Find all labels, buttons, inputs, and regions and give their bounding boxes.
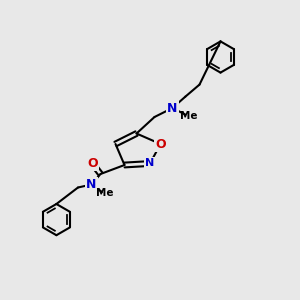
Text: N: N	[86, 178, 97, 191]
Text: O: O	[155, 137, 166, 151]
Text: Me: Me	[180, 111, 197, 121]
Text: N: N	[146, 158, 154, 169]
Text: O: O	[87, 157, 98, 170]
Text: Me: Me	[96, 188, 113, 199]
Text: N: N	[167, 101, 178, 115]
